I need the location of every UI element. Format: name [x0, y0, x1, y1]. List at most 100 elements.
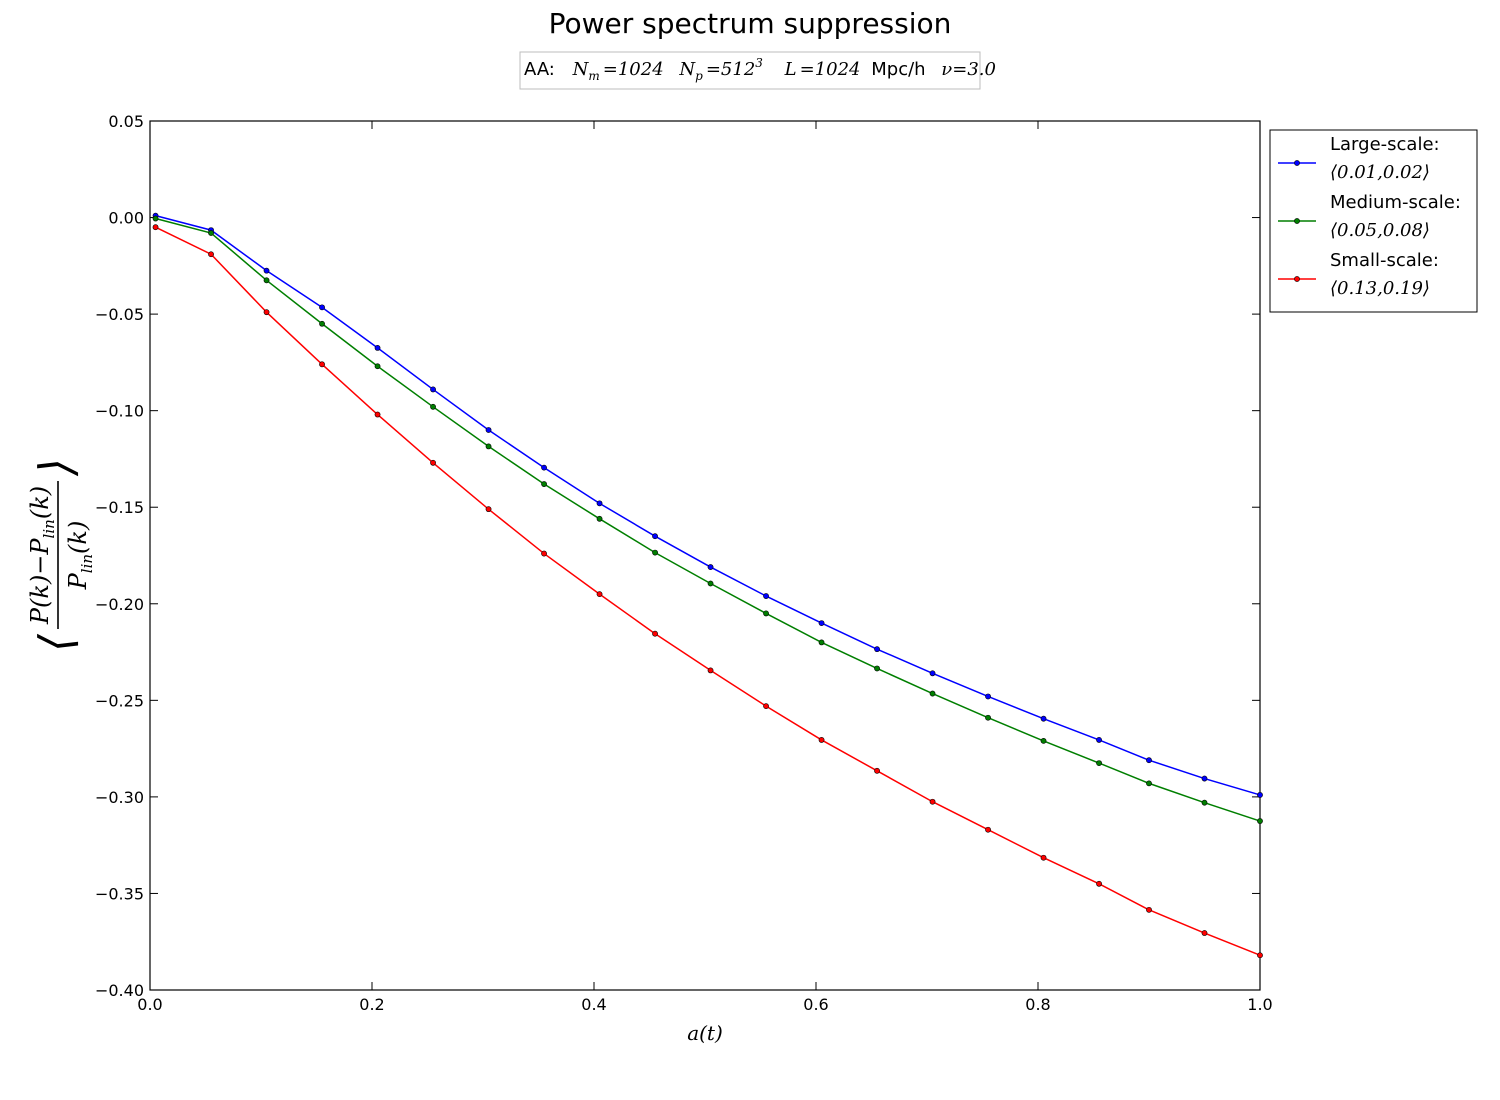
y-label-num-minus: −: [26, 555, 54, 575]
small-scale-point: [708, 668, 713, 673]
x-tick-label: 1.0: [1247, 995, 1272, 1014]
subtitle-nm-value: =1024: [603, 59, 664, 80]
subtitle-np-sub: p: [695, 69, 703, 83]
small-scale-point: [652, 631, 657, 636]
y-tick-label: −0.30: [95, 788, 144, 807]
small-legend-marker: [1294, 276, 1299, 281]
y-tick-label: −0.10: [95, 402, 144, 421]
y-tick-label: −0.25: [95, 691, 144, 710]
small-scale-point: [486, 507, 491, 512]
medium-scale-point: [1257, 818, 1262, 823]
subtitle-nu-value: =3.0: [952, 59, 996, 80]
y-label-den-sub: lin: [78, 554, 96, 573]
small-scale-point: [819, 737, 824, 742]
x-tick-label: 0.4: [581, 995, 606, 1014]
subtitle-l-unit: Mpc/h: [871, 59, 925, 80]
x-tick-label: 0.2: [359, 995, 384, 1014]
large-legend-name: Large-scale:: [1330, 134, 1440, 155]
medium-scale-point: [264, 278, 269, 283]
large-scale-point: [541, 465, 546, 470]
small-legend-range: ⟨0.13,0.19⟩: [1330, 278, 1430, 299]
medium-scale-point: [1041, 738, 1046, 743]
small-scale-point: [763, 704, 768, 709]
y-label-num-b-sub: lin: [40, 519, 58, 538]
large-scale-point: [708, 564, 713, 569]
y-tick-label: 0.05: [108, 112, 144, 131]
large-scale-point: [874, 647, 879, 652]
small-scale-point: [1146, 907, 1151, 912]
y-tick-label: −0.05: [95, 305, 144, 324]
small-scale-point: [1257, 953, 1262, 958]
large-scale-point: [1096, 737, 1101, 742]
large-scale-point: [430, 387, 435, 392]
medium-legend-name: Medium-scale:: [1330, 192, 1461, 213]
x-axis-ticks: 0.0 0.2 0.4 0.6 0.8 1.0: [137, 121, 1272, 1014]
medium-scale-point: [597, 516, 602, 521]
subtitle-np-value: =512: [706, 59, 755, 80]
medium-scale-point: [486, 444, 491, 449]
y-label-denominator: Plin(k): [64, 521, 96, 591]
small-scale-point: [153, 225, 158, 230]
medium-scale-point: [208, 230, 213, 235]
large-scale-point: [1202, 776, 1207, 781]
large-scale-point: [1257, 792, 1262, 797]
legend: Large-scale: ⟨0.01,0.02⟩ Medium-scale: ⟨0.0…: [1270, 130, 1477, 312]
medium-scale-point: [763, 611, 768, 616]
medium-scale-point: [541, 481, 546, 486]
small-scale-point: [1096, 881, 1101, 886]
subtitle-np-exp: 3: [755, 56, 763, 70]
subtitle-l-label: L: [784, 59, 797, 80]
series-layer: [153, 213, 1263, 958]
subtitle-nm-sub: m: [588, 69, 599, 83]
small-scale-point: [541, 551, 546, 556]
medium-scale-point: [1146, 781, 1151, 786]
large-scale-point: [486, 427, 491, 432]
small-scale-point: [208, 252, 213, 257]
small-scale-point: [597, 592, 602, 597]
large-scale-point: [652, 534, 657, 539]
y-tick-label: 0.00: [108, 209, 144, 228]
y-tick-label: −0.15: [95, 498, 144, 517]
large-scale-point: [319, 305, 324, 310]
medium-scale-point: [375, 364, 380, 369]
small-scale-point: [375, 412, 380, 417]
medium-scale-point: [708, 581, 713, 586]
large-scale-point: [1041, 716, 1046, 721]
medium-scale-point: [1202, 800, 1207, 805]
large-scale-point: [930, 671, 935, 676]
medium-scale-point: [153, 216, 158, 221]
medium-scale-point: [930, 691, 935, 696]
small-scale-point: [1041, 855, 1046, 860]
y-label-num-a: P(k): [26, 575, 54, 625]
subtitle-box: AA: Nm =1024 Np =5123 L =1024 Mpc/h ν=3.0: [520, 51, 996, 89]
medium-scale-point: [430, 404, 435, 409]
medium-scale-point: [1096, 760, 1101, 765]
medium-scale-point: [819, 640, 824, 645]
y-label-num-b-arg: (k): [26, 486, 54, 519]
x-axis-label: a(t): [687, 1021, 723, 1045]
small-scale-point: [319, 362, 324, 367]
subtitle-np-label: N: [678, 59, 696, 80]
large-scale-point: [597, 501, 602, 506]
subtitle-nu-label: ν: [941, 59, 952, 80]
plot-frame: [150, 121, 1260, 990]
small-scale-line: [156, 227, 1260, 955]
small-scale-point: [874, 768, 879, 773]
large-scale-point: [1146, 758, 1151, 763]
small-scale-point: [985, 827, 990, 832]
large-scale-point: [819, 620, 824, 625]
medium-scale-point: [652, 550, 657, 555]
y-label-right-bracket: ⟩: [29, 458, 83, 477]
medium-legend-range: ⟨0.05,0.08⟩: [1330, 220, 1430, 241]
large-legend-range: ⟨0.01,0.02⟩: [1330, 162, 1430, 183]
large-legend-marker: [1294, 160, 1299, 165]
large-scale-line: [156, 216, 1260, 795]
large-scale-point: [763, 593, 768, 598]
x-tick-label: 0.6: [803, 995, 828, 1014]
y-axis-label: ⟨ P(k)−Plin(k) Plin(k) ⟩: [26, 458, 96, 652]
subtitle-prefix: AA:: [524, 59, 555, 80]
small-scale-point: [430, 460, 435, 465]
medium-scale-point: [985, 715, 990, 720]
y-axis-ticks: 0.05 0.00 −0.05 −0.10 −0.15 −0.20 −0.25 −0.30 −0…: [95, 112, 1260, 1000]
